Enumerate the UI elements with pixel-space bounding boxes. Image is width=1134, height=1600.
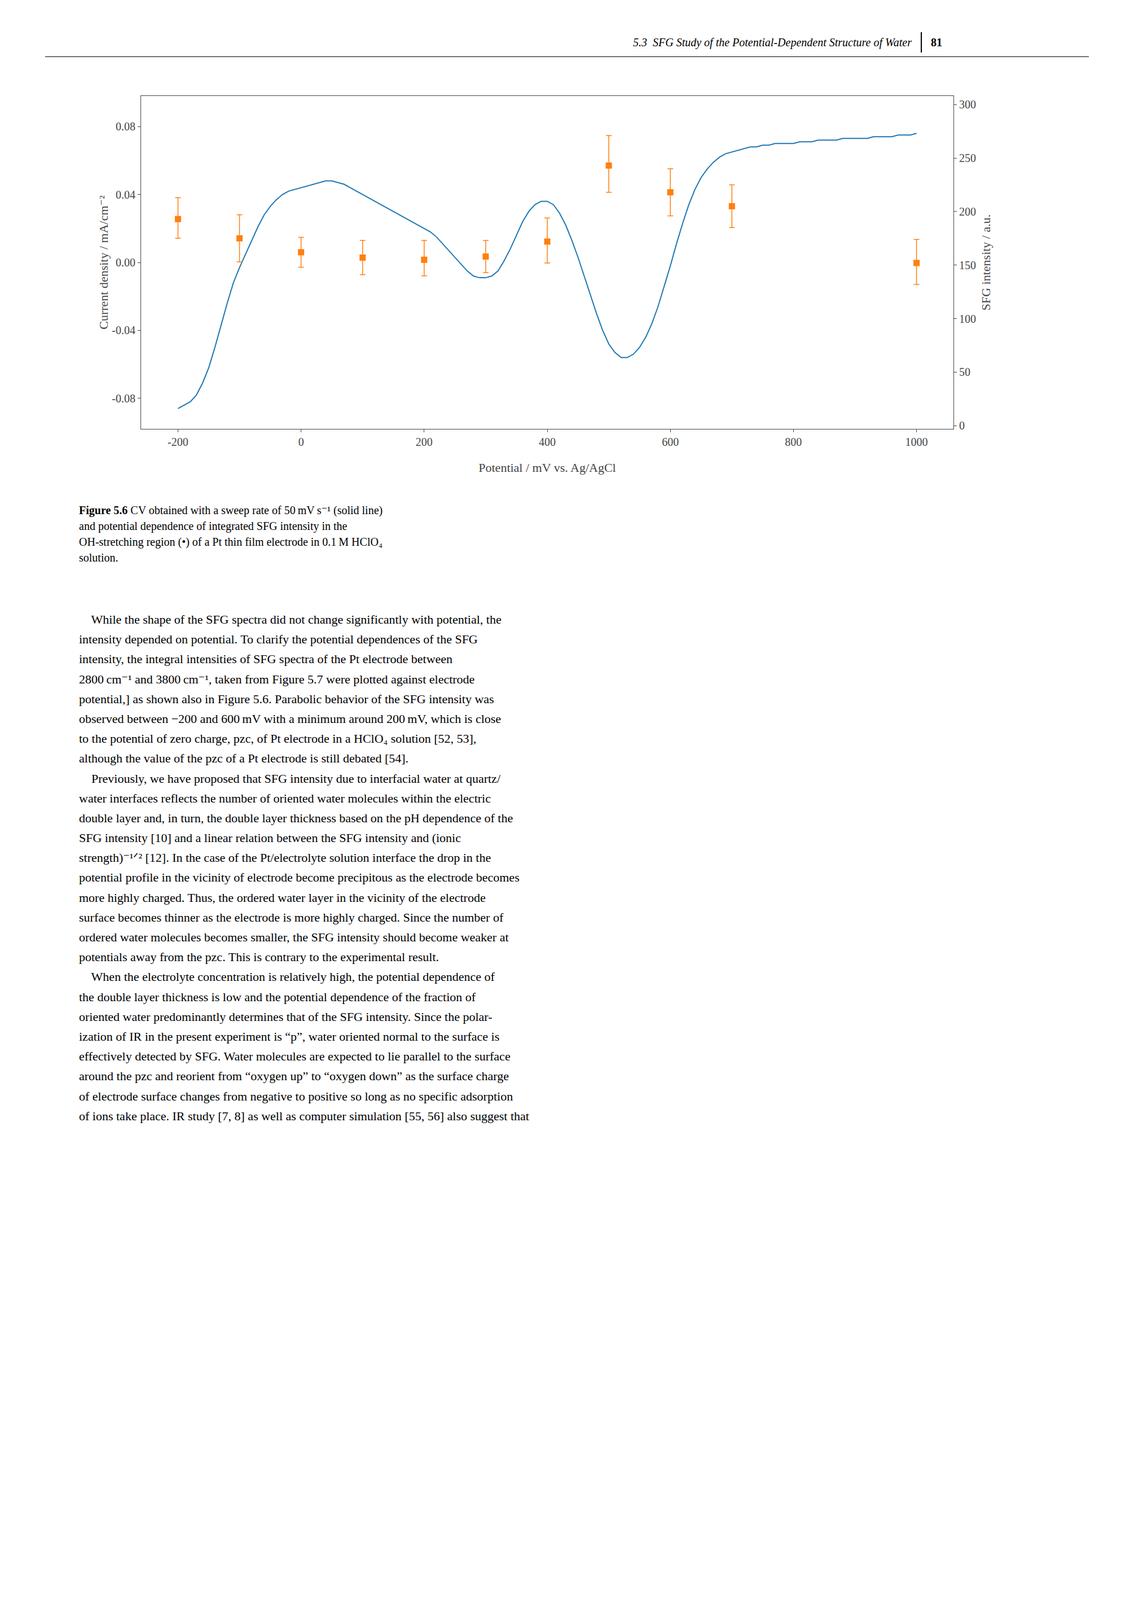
- html-text:Figure 5.6 CV obtained with a: Figure 5.6 CV obtained with a sweep rate…: [78, 503, 383, 564]
- svg-text:SFG intensity / a.u.: SFG intensity / a.u.: [978, 214, 993, 311]
- svg-text:0.04: 0.04: [115, 188, 136, 201]
- svg-text:0.08: 0.08: [115, 120, 136, 133]
- svg-text:400: 400: [538, 435, 556, 448]
- svg-text:1000: 1000: [905, 435, 929, 448]
- svg-text:200: 200: [415, 435, 433, 448]
- svg-text:-200: -200: [167, 435, 189, 448]
- svg-text:-0.04: -0.04: [111, 323, 136, 337]
- svg-text:Current density / mA/cm⁻²: Current density / mA/cm⁻²: [96, 195, 111, 330]
- html-text:81: 81: [930, 35, 943, 49]
- svg-text:0: 0: [959, 419, 965, 432]
- html-text:While the shape of the SFG spe: While the shape of the SFG spectra did n…: [78, 612, 530, 1123]
- svg-text:100: 100: [959, 312, 977, 325]
- svg-text:50: 50: [959, 365, 971, 378]
- svg-text:0: 0: [298, 435, 305, 448]
- svg-text:600: 600: [661, 435, 679, 448]
- svg-text:-0.08: -0.08: [111, 392, 136, 405]
- svg-text:800: 800: [784, 435, 802, 448]
- html-text:5.3 SFG Study of the Potential: 5.3 SFG Study of the Potential-Dependent…: [633, 35, 912, 49]
- svg-text:200: 200: [959, 205, 977, 218]
- svg-text:300: 300: [959, 98, 977, 111]
- svg-text:250: 250: [959, 151, 977, 165]
- svg-text:150: 150: [959, 258, 977, 272]
- svg-text:0.00: 0.00: [115, 256, 136, 269]
- svg-text:Potential / mV vs. Ag/AgCl: Potential / mV vs. Ag/AgCl: [478, 460, 616, 475]
